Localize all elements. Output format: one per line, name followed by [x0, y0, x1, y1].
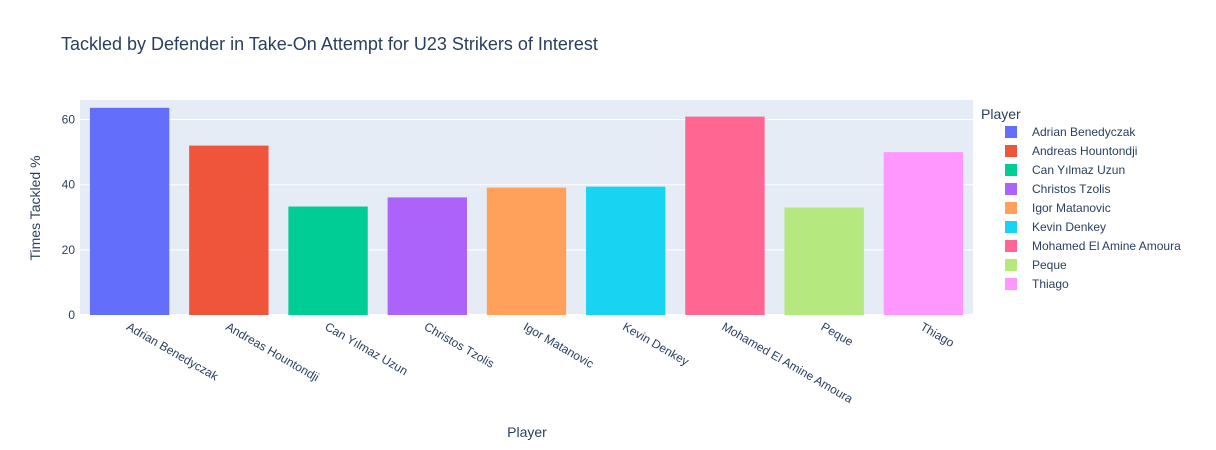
- chart-title: Tackled by Defender in Take-On Attempt f…: [61, 34, 598, 54]
- bar[interactable]: [784, 207, 864, 316]
- legend-swatch[interactable]: [1005, 164, 1017, 176]
- y-tick-label: 60: [62, 113, 76, 127]
- x-tick-label: Peque: [819, 319, 856, 349]
- x-tick-label: Andreas Hountondji: [223, 319, 321, 384]
- y-axis-title: Times Tackled %: [27, 155, 43, 260]
- bar[interactable]: [189, 145, 269, 315]
- x-tick-label: Igor Matanovic: [521, 319, 596, 370]
- legend-label[interactable]: Andreas Hountondji: [1032, 144, 1137, 158]
- bar[interactable]: [486, 187, 567, 315]
- legend-label[interactable]: Igor Matanovic: [1032, 201, 1111, 215]
- legend-swatch[interactable]: [1005, 126, 1017, 138]
- legend-swatch[interactable]: [1005, 202, 1017, 214]
- legend-label[interactable]: Peque: [1032, 258, 1067, 272]
- legend-swatch[interactable]: [1005, 183, 1017, 195]
- x-tick-label: Adrian Benedyczak: [124, 319, 221, 383]
- x-tick-label: Thiago: [918, 319, 957, 350]
- legend-label[interactable]: Kevin Denkey: [1032, 220, 1106, 234]
- bar[interactable]: [685, 116, 765, 315]
- legend-swatch[interactable]: [1005, 278, 1017, 290]
- bar[interactable]: [89, 107, 170, 316]
- legend-label[interactable]: Can Yılmaz Uzun: [1032, 163, 1125, 177]
- y-tick-label: 40: [62, 178, 76, 192]
- y-tick-label: 0: [68, 308, 75, 322]
- x-axis-title: Player: [507, 424, 547, 440]
- bar[interactable]: [883, 152, 964, 315]
- bar[interactable]: [288, 206, 368, 315]
- legend-label[interactable]: Adrian Benedyczak: [1032, 125, 1136, 139]
- legend-swatch[interactable]: [1005, 145, 1017, 157]
- legend-swatch[interactable]: [1005, 259, 1017, 271]
- bar[interactable]: [586, 186, 666, 315]
- x-tick-label: Christos Tzolis: [422, 319, 497, 370]
- x-tick-label: Kevin Denkey: [620, 319, 691, 368]
- bars: [89, 107, 964, 316]
- bar[interactable]: [387, 197, 467, 315]
- x-tick-label: Can Yılmaz Uzun: [323, 319, 411, 378]
- legend-label[interactable]: Mohamed El Amine Amoura: [1032, 239, 1181, 253]
- y-axis-ticks: 0 20 40 60: [62, 113, 76, 322]
- legend-label[interactable]: Thiago: [1032, 277, 1069, 291]
- legend: Player Adrian Benedyczak Andreas Hountond…: [981, 106, 1181, 291]
- x-axis-ticks: Adrian Benedyczak Andreas Hountondji Can Y…: [124, 319, 957, 406]
- legend-title: Player: [981, 106, 1021, 122]
- y-tick-label: 20: [62, 243, 76, 257]
- legend-label[interactable]: Christos Tzolis: [1032, 182, 1110, 196]
- legend-swatch[interactable]: [1005, 221, 1017, 233]
- legend-swatch[interactable]: [1005, 240, 1017, 252]
